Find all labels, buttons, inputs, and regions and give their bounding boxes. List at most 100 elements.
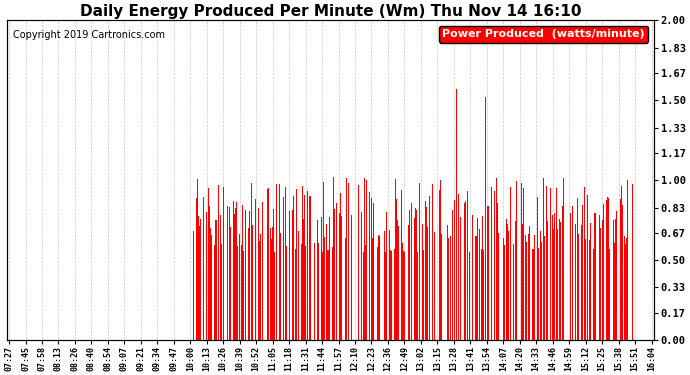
Bar <box>267 189 268 340</box>
Bar <box>403 251 404 340</box>
Bar <box>373 203 374 340</box>
Bar <box>481 249 482 340</box>
Bar <box>345 238 346 340</box>
Bar <box>302 186 303 340</box>
Bar <box>365 245 366 340</box>
Bar <box>529 226 531 340</box>
Bar <box>242 205 243 340</box>
Bar <box>419 183 420 340</box>
Bar <box>620 199 621 340</box>
Bar <box>616 211 618 340</box>
Bar <box>482 216 483 340</box>
Bar <box>485 97 486 340</box>
Bar <box>215 220 216 340</box>
Bar <box>275 184 277 340</box>
Bar <box>409 210 410 340</box>
Bar <box>542 178 544 340</box>
Bar <box>252 225 253 340</box>
Bar <box>234 214 235 340</box>
Text: Copyright 2019 Cartronics.com: Copyright 2019 Cartronics.com <box>13 30 165 40</box>
Bar <box>415 208 416 340</box>
Bar <box>469 252 470 340</box>
Bar <box>384 231 385 340</box>
Bar <box>351 214 352 340</box>
Bar <box>262 202 264 340</box>
Bar <box>230 226 231 340</box>
Bar <box>193 231 195 340</box>
Bar <box>526 242 527 340</box>
Bar <box>301 244 302 340</box>
Bar <box>368 192 370 340</box>
Bar <box>516 182 518 340</box>
Bar <box>362 252 364 340</box>
Bar <box>414 218 415 340</box>
Bar <box>615 219 616 340</box>
Bar <box>244 210 246 340</box>
Bar <box>397 220 398 340</box>
Bar <box>458 194 459 340</box>
Bar <box>270 239 272 340</box>
Bar <box>303 219 304 340</box>
Bar <box>534 235 535 340</box>
Bar <box>329 217 331 340</box>
Bar <box>268 188 269 340</box>
Bar <box>581 225 582 340</box>
Bar <box>560 222 562 340</box>
Bar <box>590 223 591 340</box>
Bar <box>448 238 449 340</box>
Bar <box>250 183 252 340</box>
Bar <box>341 216 342 340</box>
Bar <box>214 245 215 340</box>
Bar <box>602 220 603 340</box>
Bar <box>288 211 290 340</box>
Bar <box>395 179 396 340</box>
Bar <box>388 230 390 340</box>
Bar <box>210 228 211 340</box>
Bar <box>404 252 405 340</box>
Bar <box>372 238 373 340</box>
Bar <box>390 251 391 340</box>
Bar <box>513 244 514 340</box>
Bar <box>219 214 221 340</box>
Bar <box>604 188 606 340</box>
Bar <box>310 196 311 340</box>
Bar <box>401 190 402 340</box>
Bar <box>322 252 323 340</box>
Bar <box>377 247 378 340</box>
Bar <box>259 241 260 340</box>
Bar <box>540 231 541 340</box>
Bar <box>613 220 614 340</box>
Bar <box>608 198 609 340</box>
Bar <box>606 200 607 340</box>
Bar <box>538 248 539 340</box>
Bar <box>515 222 516 340</box>
Bar <box>452 210 453 340</box>
Bar <box>503 238 504 340</box>
Bar <box>603 204 604 340</box>
Bar <box>257 208 259 340</box>
Bar <box>391 251 392 340</box>
Bar <box>552 215 553 340</box>
Bar <box>595 213 596 340</box>
Bar <box>227 206 228 340</box>
Bar <box>203 197 204 340</box>
Bar <box>486 206 488 340</box>
Bar <box>327 250 328 340</box>
Bar <box>522 224 523 340</box>
Bar <box>255 199 256 340</box>
Bar <box>600 228 601 340</box>
Bar <box>233 201 234 340</box>
Bar <box>332 247 333 340</box>
Bar <box>582 205 583 340</box>
Bar <box>477 218 478 340</box>
Bar <box>508 231 509 340</box>
Bar <box>577 198 578 340</box>
Bar <box>483 249 484 340</box>
Bar <box>306 191 308 340</box>
Bar <box>440 180 441 340</box>
Bar <box>333 177 334 340</box>
Bar <box>216 220 217 340</box>
Bar <box>273 209 274 340</box>
Bar <box>532 249 533 340</box>
Bar <box>586 195 588 340</box>
